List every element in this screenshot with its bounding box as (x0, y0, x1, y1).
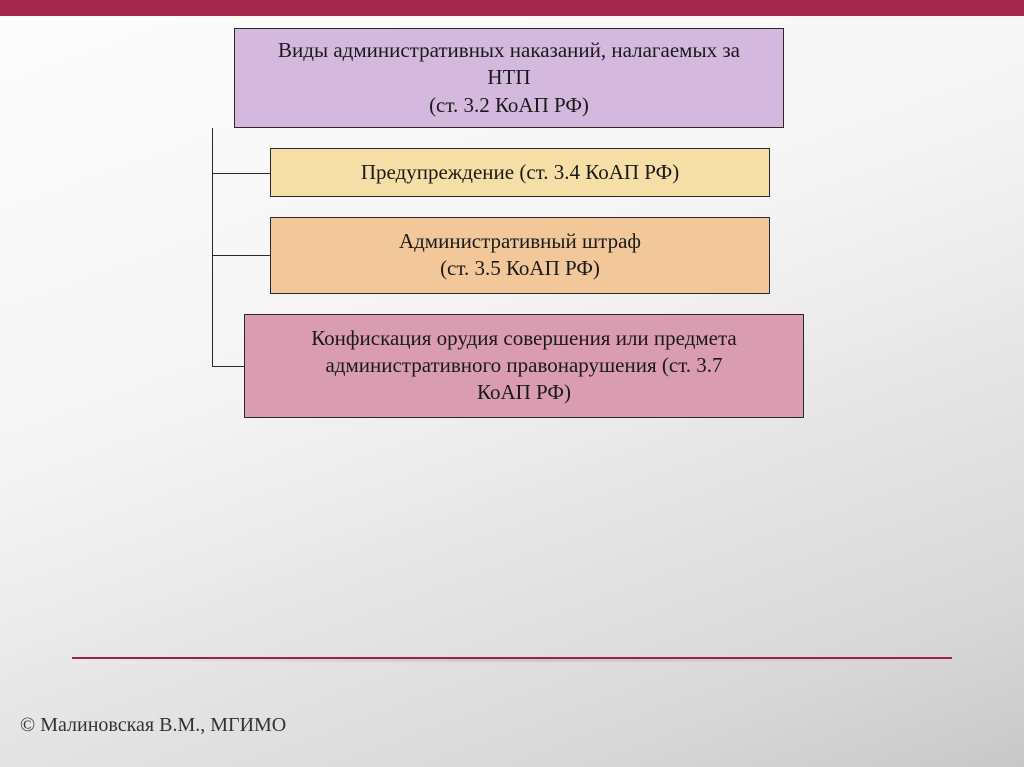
child-box-2: Административный штраф(ст. 3.5 КоАП РФ) (270, 217, 770, 294)
footer-line (72, 657, 952, 659)
header-line-3: (ст. 3.2 КоАП РФ) (255, 92, 763, 119)
connector-arm (212, 255, 270, 256)
child-line: КоАП РФ) (263, 379, 785, 406)
connector-arm (212, 366, 244, 367)
header-line-1: Виды административных наказаний, налагае… (255, 37, 763, 64)
child-line: Административный штраф (289, 228, 751, 255)
copyright-text: © Малиновская В.М., МГИМО (20, 714, 286, 737)
hierarchy-diagram: Виды административных наказаний, налагае… (192, 28, 832, 418)
header-line-2: НТП (255, 64, 763, 91)
child-line: (ст. 3.5 КоАП РФ) (289, 255, 751, 282)
child-line: административного правонарушения (ст. 3.… (263, 352, 785, 379)
child-box-1: Предупреждение (ст. 3.4 КоАП РФ) (270, 148, 770, 197)
child-line: Предупреждение (ст. 3.4 КоАП РФ) (289, 159, 751, 186)
child-line: Конфискация орудия совершения или предме… (263, 325, 785, 352)
header-box: Виды административных наказаний, налагае… (234, 28, 784, 128)
top-accent-bar (0, 0, 1024, 16)
connector-arm (212, 173, 270, 174)
connector-spine (212, 128, 213, 366)
child-box-3: Конфискация орудия совершения или предме… (244, 314, 804, 418)
